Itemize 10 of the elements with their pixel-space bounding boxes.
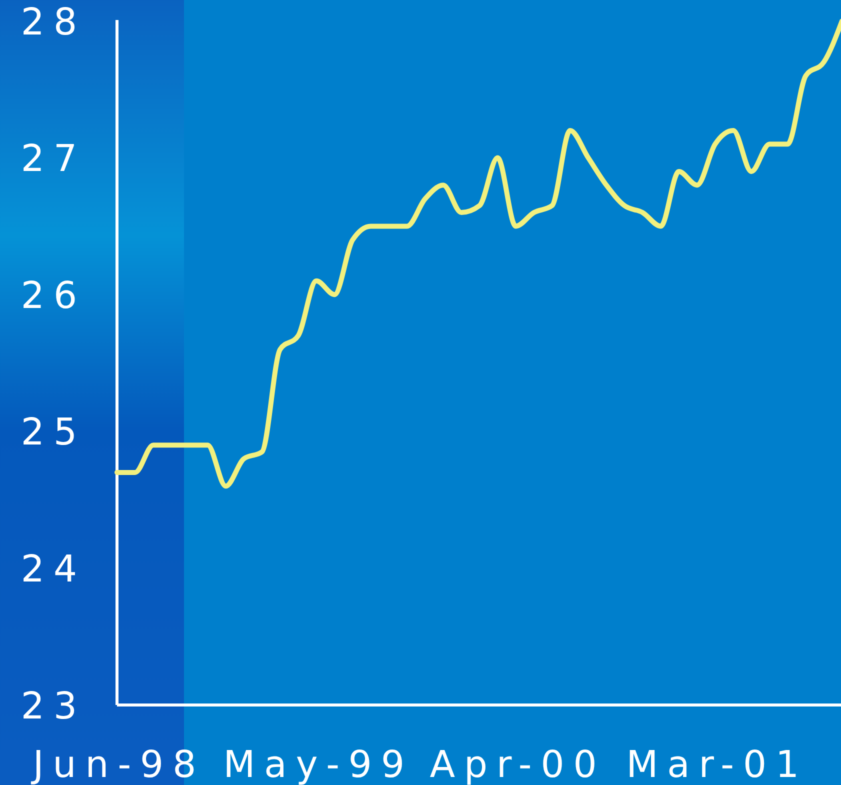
x-tick-label: Mar-01	[626, 743, 808, 785]
y-tick-label: 25	[20, 410, 86, 454]
y-tick-label: 27	[20, 137, 86, 180]
y-tick-label: 24	[20, 548, 86, 591]
x-tick-label: Apr-00	[430, 743, 606, 785]
x-tick-label: May-99	[223, 743, 414, 785]
y-tick-label: 28	[20, 0, 86, 44]
y-tick-label: 23	[20, 684, 86, 728]
x-tick-label: Jun-98	[30, 743, 206, 785]
y-tick-label: 26	[20, 274, 86, 317]
